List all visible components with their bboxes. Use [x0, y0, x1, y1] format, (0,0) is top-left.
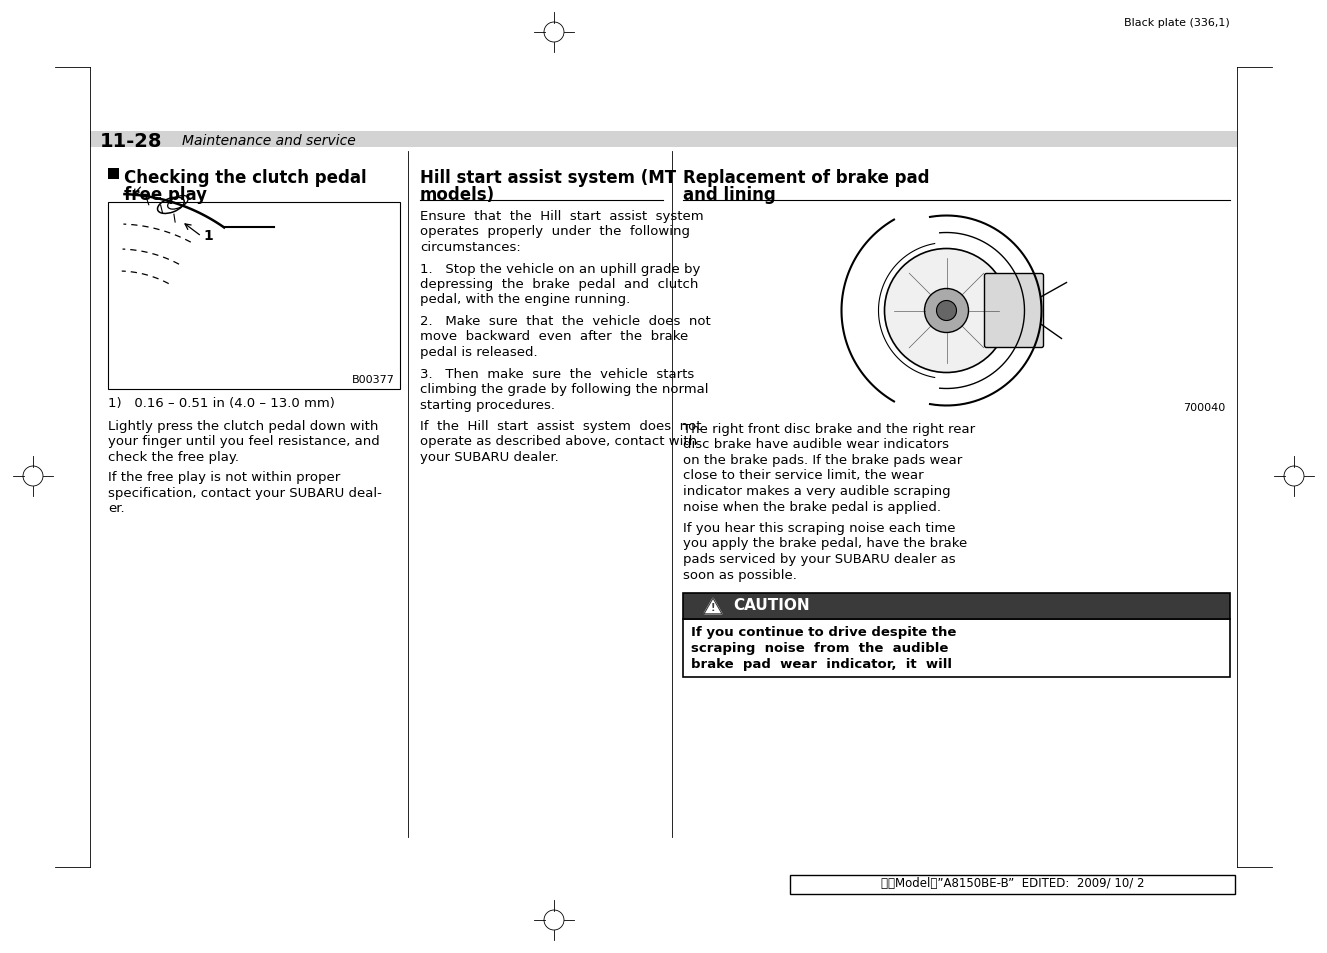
Circle shape	[925, 289, 969, 334]
Bar	[683, 619, 1230, 678]
Text: er.: er.	[107, 502, 125, 515]
Text: If  the  Hill  start  assist  system  does  not: If the Hill start assist system does not	[421, 419, 702, 433]
Text: !: !	[711, 602, 715, 612]
Text: on the brake pads. If the brake pads wear: on the brake pads. If the brake pads wea…	[683, 454, 962, 467]
Text: Replacement of brake pad: Replacement of brake pad	[683, 169, 929, 187]
Text: CAUTION: CAUTION	[733, 598, 809, 613]
Text: 11-28: 11-28	[100, 132, 162, 151]
Bar	[107, 169, 119, 180]
Text: If you continue to drive despite the: If you continue to drive despite the	[691, 625, 957, 639]
Text: noise when the brake pedal is applied.: noise when the brake pedal is applied.	[683, 500, 941, 513]
Text: scraping  noise  from  the  audible: scraping noise from the audible	[691, 641, 949, 655]
Text: move  backward  even  after  the  brake: move backward even after the brake	[421, 330, 689, 343]
FancyBboxPatch shape	[985, 274, 1043, 348]
Bar	[90, 132, 1237, 148]
Text: Black plate (336,1): Black plate (336,1)	[1124, 18, 1230, 28]
Text: 1: 1	[203, 229, 214, 243]
Text: The right front disc brake and the right rear: The right front disc brake and the right…	[683, 422, 975, 436]
Text: If the free play is not within proper: If the free play is not within proper	[107, 471, 340, 484]
Text: close to their service limit, the wear: close to their service limit, the wear	[683, 469, 924, 482]
Bar	[790, 875, 1235, 894]
Circle shape	[885, 250, 1009, 374]
Text: specification, contact your SUBARU deal-: specification, contact your SUBARU deal-	[107, 486, 382, 499]
Text: your SUBARU dealer.: your SUBARU dealer.	[421, 451, 559, 463]
Text: 700040: 700040	[1182, 402, 1225, 413]
Bar	[683, 594, 1230, 619]
Text: 北米Model！”A8150BE-B”  EDITED:  2009/ 10/ 2: 北米Model！”A8150BE-B” EDITED: 2009/ 10/ 2	[881, 876, 1144, 889]
Text: Checking the clutch pedal: Checking the clutch pedal	[123, 169, 366, 187]
Circle shape	[937, 301, 957, 321]
Text: check the free play.: check the free play.	[107, 451, 239, 463]
Text: you apply the brake pedal, have the brake: you apply the brake pedal, have the brak…	[683, 537, 967, 550]
Text: pads serviced by your SUBARU dealer as: pads serviced by your SUBARU dealer as	[683, 553, 955, 565]
Text: models): models)	[421, 186, 495, 204]
Text: operates  properly  under  the  following: operates properly under the following	[421, 225, 690, 238]
Polygon shape	[705, 598, 722, 614]
Text: 1)   0.16 – 0.51 in (4.0 – 13.0 mm): 1) 0.16 – 0.51 in (4.0 – 13.0 mm)	[107, 396, 334, 410]
Text: 3.   Then  make  sure  the  vehicle  starts: 3. Then make sure the vehicle starts	[421, 367, 694, 380]
Text: your finger until you feel resistance, and: your finger until you feel resistance, a…	[107, 435, 380, 448]
Text: free play: free play	[123, 186, 207, 204]
Text: soon as possible.: soon as possible.	[683, 568, 798, 581]
Text: circumstances:: circumstances:	[421, 241, 520, 253]
Text: If you hear this scraping noise each time: If you hear this scraping noise each tim…	[683, 521, 955, 535]
Bar	[107, 203, 399, 390]
Text: Hill start assist system (MT: Hill start assist system (MT	[421, 169, 677, 187]
Text: depressing  the  brake  pedal  and  clutch: depressing the brake pedal and clutch	[421, 277, 698, 291]
Text: Lightly press the clutch pedal down with: Lightly press the clutch pedal down with	[107, 419, 378, 433]
Text: B00377: B00377	[352, 375, 395, 385]
Text: 2.   Make  sure  that  the  vehicle  does  not: 2. Make sure that the vehicle does not	[421, 314, 711, 328]
Text: pedal, with the engine running.: pedal, with the engine running.	[421, 294, 630, 306]
Text: and lining: and lining	[683, 186, 776, 204]
Text: disc brake have audible wear indicators: disc brake have audible wear indicators	[683, 438, 949, 451]
Text: starting procedures.: starting procedures.	[421, 398, 555, 411]
Text: Ensure  that  the  Hill  start  assist  system: Ensure that the Hill start assist system	[421, 210, 703, 223]
Text: 1.   Stop the vehicle on an uphill grade by: 1. Stop the vehicle on an uphill grade b…	[421, 262, 701, 275]
Text: climbing the grade by following the normal: climbing the grade by following the norm…	[421, 382, 709, 395]
Text: operate as described above, contact with: operate as described above, contact with	[421, 435, 697, 448]
Text: pedal is released.: pedal is released.	[421, 346, 537, 358]
Text: indicator makes a very audible scraping: indicator makes a very audible scraping	[683, 484, 950, 497]
Text: Maintenance and service: Maintenance and service	[182, 133, 356, 148]
Text: brake  pad  wear  indicator,  it  will: brake pad wear indicator, it will	[691, 658, 951, 670]
